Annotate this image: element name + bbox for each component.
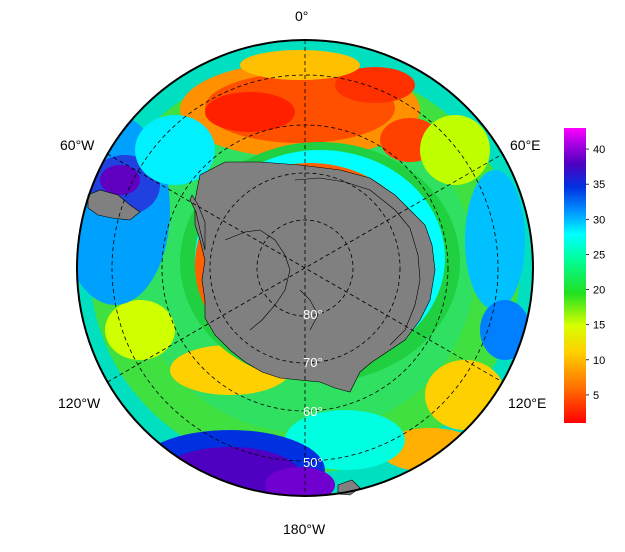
lat-label-50: 50° xyxy=(303,455,323,470)
lon-label-60e: 60°E xyxy=(510,137,541,153)
colorbar-tick-label: 15 xyxy=(593,320,605,332)
colorbar-tick-label: 25 xyxy=(593,249,605,261)
lat-label-70: 70° xyxy=(303,355,323,370)
lon-label-120e: 120°E xyxy=(508,395,547,411)
lon-label-180w: 180°W xyxy=(283,521,326,537)
lon-label-0: 0° xyxy=(295,8,309,24)
colorbar-tick-label: 30 xyxy=(593,214,605,226)
colorbar-tick-label: 40 xyxy=(593,144,605,156)
colorbar-tick-label: 10 xyxy=(593,355,605,367)
colorbar-ticks: 5 10 15 20 25 30 35 40 xyxy=(586,144,605,402)
lon-label-60w: 60°W xyxy=(60,137,95,153)
lat-label-60: 60° xyxy=(303,404,323,419)
antarctica-landmass xyxy=(194,161,436,393)
graticule xyxy=(107,40,503,496)
colorbar-tick-label: 35 xyxy=(593,179,605,191)
colorbar-tick-label: 5 xyxy=(593,390,599,402)
map-boundary xyxy=(76,39,534,497)
antarctic-peninsula xyxy=(189,194,206,251)
colorbar: 5 10 15 20 25 30 35 40 xyxy=(564,128,605,423)
colorbar-gradient xyxy=(564,128,586,423)
south-america-tip xyxy=(87,189,141,221)
colorbar-tick-label: 20 xyxy=(593,285,605,297)
lat-label-80: 80° xyxy=(303,307,323,322)
lon-label-120w: 120°W xyxy=(58,395,101,411)
